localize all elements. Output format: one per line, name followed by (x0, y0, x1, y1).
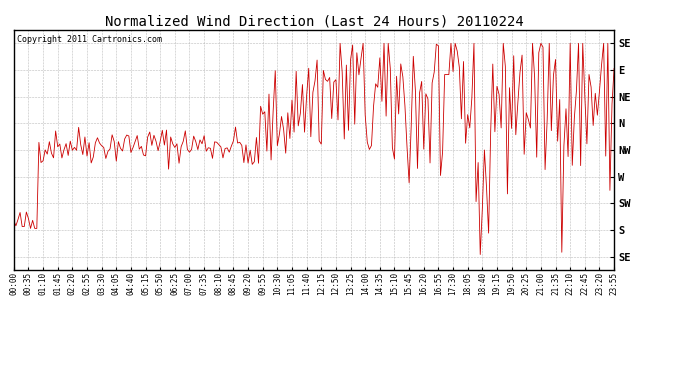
Text: Copyright 2011 Cartronics.com: Copyright 2011 Cartronics.com (17, 35, 161, 44)
Title: Normalized Wind Direction (Last 24 Hours) 20110224: Normalized Wind Direction (Last 24 Hours… (105, 15, 523, 29)
